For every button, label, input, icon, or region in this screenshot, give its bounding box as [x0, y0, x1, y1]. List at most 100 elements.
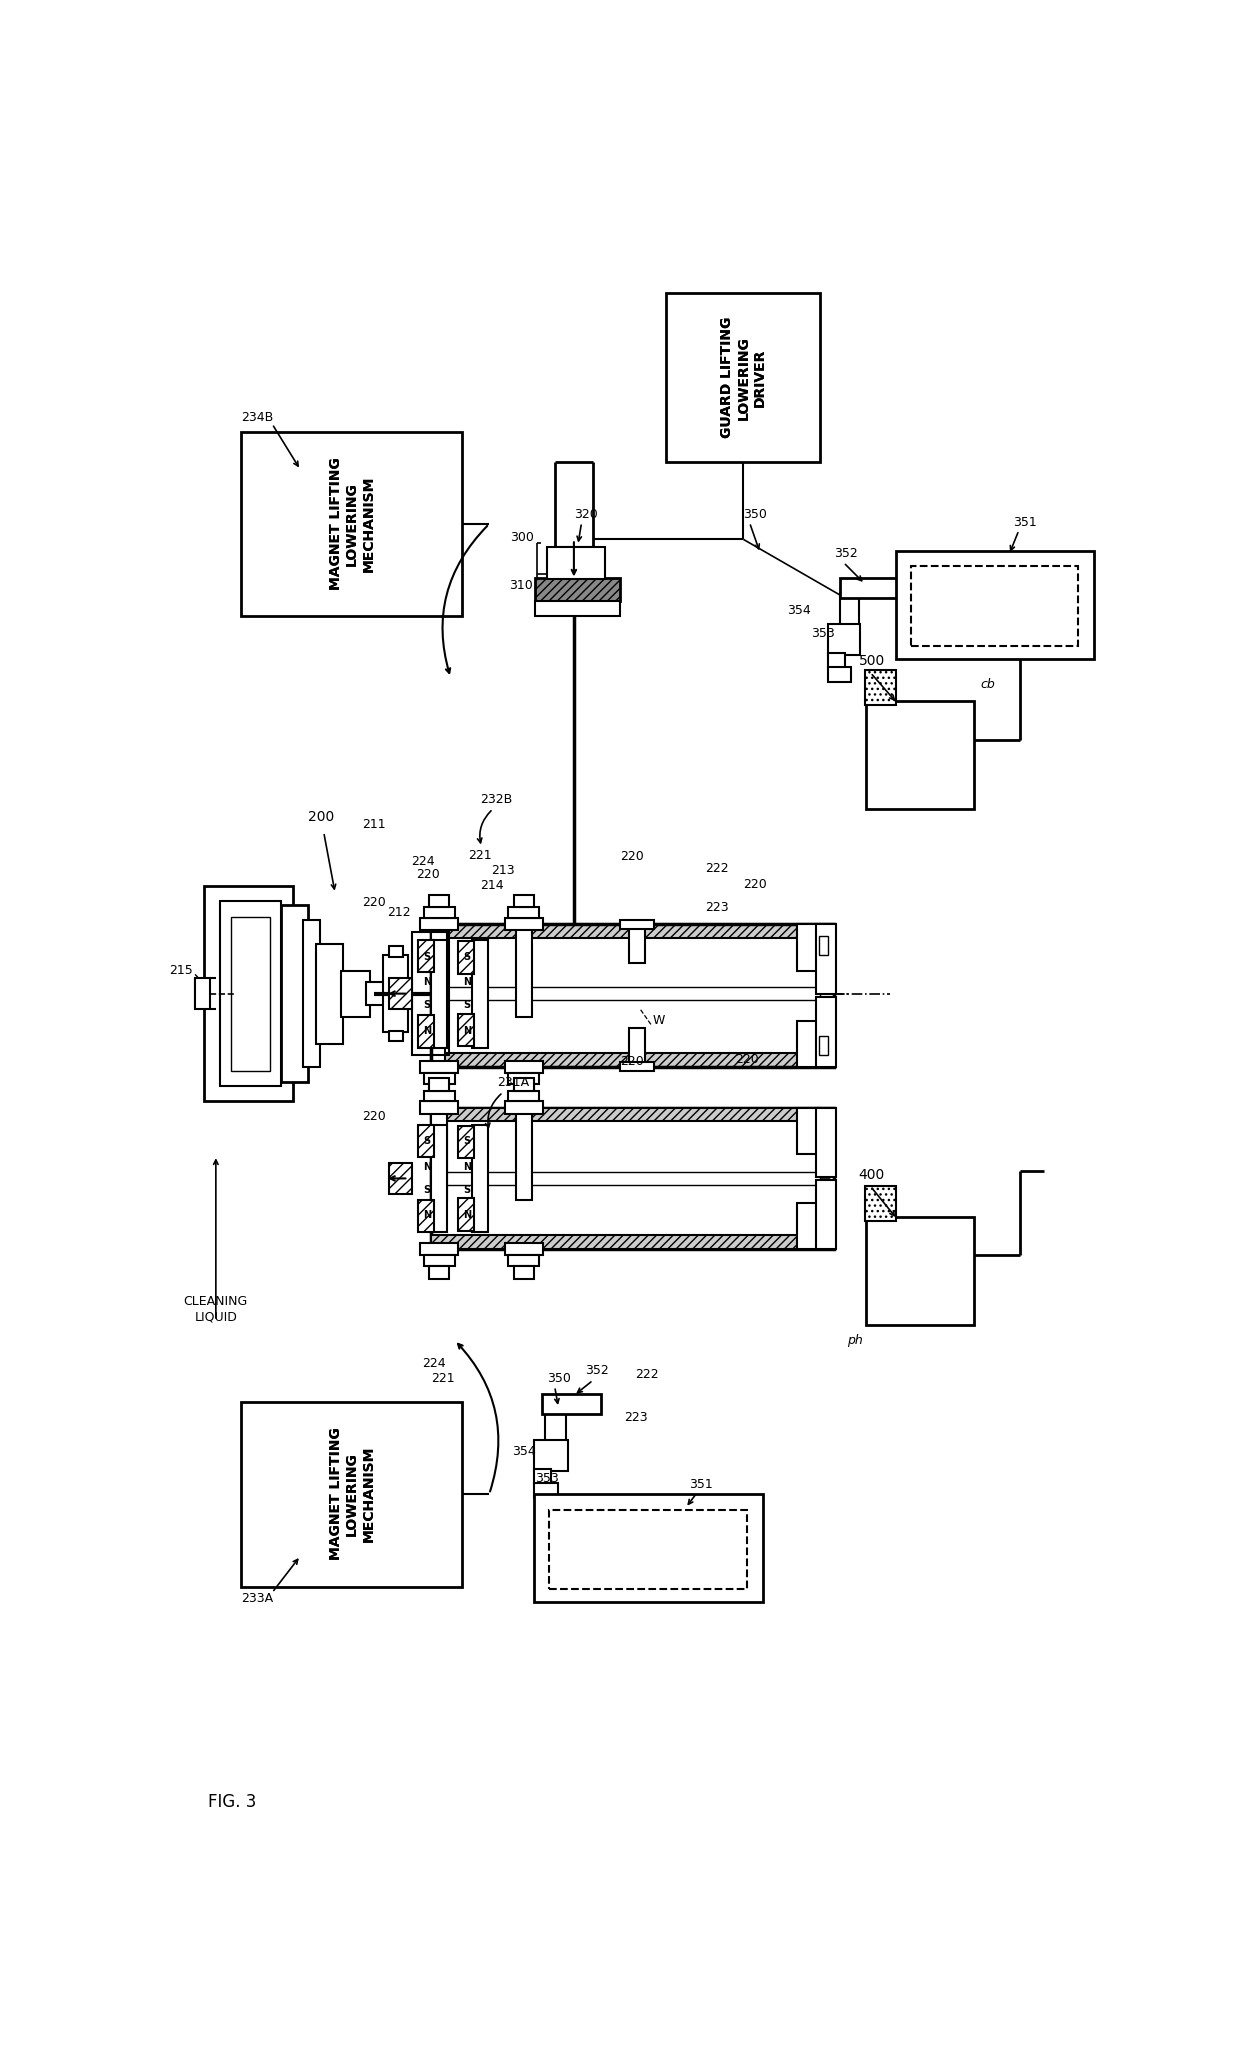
Text: N: N [463, 1162, 471, 1172]
Text: MAGNET LIFTING
LOWERING
MECHANISM: MAGNET LIFTING LOWERING MECHANISM [329, 1427, 376, 1561]
Text: 310: 310 [510, 580, 533, 592]
Bar [341, 970, 370, 1018]
Bar [445, 1172, 821, 1184]
Bar [816, 1108, 836, 1176]
Text: S: S [464, 1137, 470, 1147]
Bar [821, 925, 835, 1067]
Bar [816, 997, 836, 1067]
Text: GUARD LIFTING
LOWERING
DRIVER: GUARD LIFTING LOWERING DRIVER [720, 317, 766, 438]
Bar [839, 594, 859, 639]
Bar [505, 1061, 543, 1073]
Bar [432, 1236, 835, 1250]
Bar [505, 919, 543, 931]
Text: S: S [423, 952, 430, 962]
Bar [508, 907, 539, 919]
Text: S: S [423, 1184, 430, 1195]
Bar [630, 925, 645, 962]
Text: 234B: 234B [242, 411, 274, 424]
Bar [816, 925, 836, 993]
Bar [432, 1053, 835, 1067]
Bar [534, 1482, 558, 1499]
Text: MAGNET LIFTING
LOWERING
MECHANISM: MAGNET LIFTING LOWERING MECHANISM [329, 1427, 376, 1561]
Text: 350: 350 [547, 1371, 570, 1386]
Bar [195, 979, 211, 1009]
Text: 222: 222 [704, 861, 728, 876]
Bar [429, 1084, 449, 1096]
Bar [666, 292, 821, 463]
Text: 352: 352 [835, 547, 858, 559]
Bar [420, 1061, 459, 1073]
Bar [432, 925, 835, 938]
Bar [429, 894, 449, 907]
Bar [424, 1090, 455, 1102]
Bar [242, 1402, 463, 1587]
Bar [429, 1077, 449, 1090]
Bar [508, 1090, 539, 1102]
Text: 223: 223 [704, 901, 728, 913]
Text: MAGNET LIFTING
LOWERING
MECHANISM: MAGNET LIFTING LOWERING MECHANISM [329, 458, 376, 590]
Bar [513, 1266, 534, 1279]
Text: N: N [423, 977, 430, 987]
Text: N: N [423, 1162, 430, 1172]
Bar [508, 1073, 539, 1084]
Bar [432, 1108, 835, 1250]
Text: S: S [464, 999, 470, 1009]
Text: N: N [423, 1211, 430, 1221]
Bar [828, 654, 844, 668]
Bar [516, 925, 532, 1018]
Bar [546, 1410, 567, 1456]
Bar [534, 1470, 551, 1484]
Text: N: N [463, 1026, 471, 1036]
Bar [866, 670, 895, 705]
Bar [420, 1244, 459, 1256]
Bar [839, 578, 898, 598]
Bar [797, 1203, 818, 1250]
Text: 220: 220 [735, 1053, 759, 1065]
Bar [536, 578, 620, 600]
Text: S: S [423, 1137, 430, 1147]
Text: cb: cb [981, 678, 996, 691]
Text: 220: 220 [362, 1110, 386, 1123]
Bar [459, 1199, 474, 1232]
Bar [867, 1217, 975, 1324]
Text: N: N [463, 1211, 471, 1221]
Text: 220: 220 [417, 868, 440, 880]
Bar [459, 1127, 474, 1158]
Bar [630, 1028, 645, 1067]
Text: N: N [463, 977, 471, 987]
Bar [505, 1102, 543, 1114]
Bar [516, 1108, 532, 1201]
Bar [620, 1063, 653, 1071]
Bar [797, 1108, 818, 1153]
Text: 400: 400 [859, 1168, 885, 1182]
Text: W: W [652, 1014, 665, 1028]
Bar [366, 983, 386, 1005]
Text: 220: 220 [362, 896, 386, 909]
Bar [432, 925, 446, 1018]
Bar [432, 925, 835, 1067]
Bar [420, 919, 459, 931]
Text: N: N [423, 1026, 430, 1036]
Text: 200: 200 [309, 810, 335, 824]
Text: 215: 215 [169, 964, 192, 977]
Text: 211: 211 [362, 818, 386, 831]
Text: FIG. 3: FIG. 3 [208, 1793, 257, 1811]
Bar [432, 940, 446, 1047]
Bar [242, 432, 463, 617]
Text: 354: 354 [512, 1445, 536, 1458]
Text: S: S [423, 999, 430, 1009]
Bar [816, 1180, 836, 1250]
Text: 212: 212 [388, 907, 412, 919]
Text: CLEANING
LIQUID: CLEANING LIQUID [184, 1295, 248, 1324]
Bar [432, 1125, 446, 1232]
Text: 231A: 231A [497, 1075, 529, 1090]
Text: S: S [464, 952, 470, 962]
Text: 220: 220 [620, 849, 644, 864]
Text: 224: 224 [410, 855, 434, 868]
Bar [231, 917, 270, 1071]
Text: 500: 500 [859, 654, 885, 668]
Bar [542, 1394, 601, 1415]
Bar [445, 987, 821, 999]
Bar [418, 940, 434, 972]
Bar [508, 1256, 539, 1266]
